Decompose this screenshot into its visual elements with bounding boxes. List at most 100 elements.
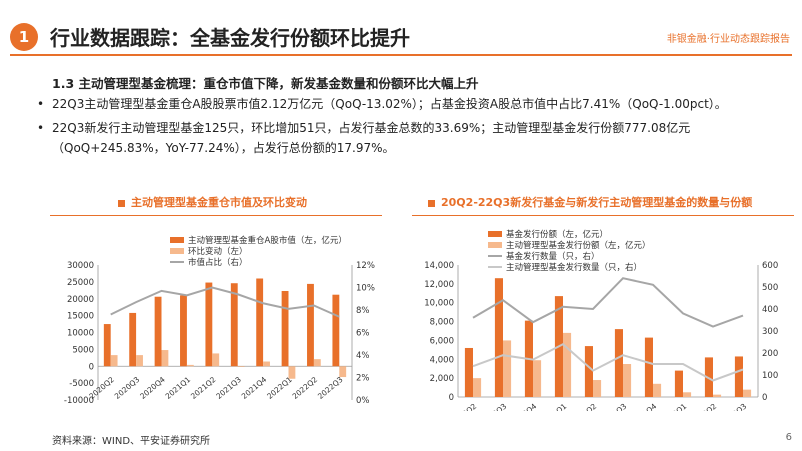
page-title: 行业数据跟踪：全基金发行份额环比提升 [50, 26, 410, 50]
y-tick-left: 4,000 [430, 355, 454, 365]
bullet-item: • 22Q3主动管理型基金重仓A股股票市值2.12万亿元（QoQ-13.02%）… [37, 94, 792, 114]
bullet-dot: • [37, 121, 45, 135]
x-tick-label: 2022Q3 [720, 401, 749, 411]
y-tick-left: -5000 [69, 379, 94, 389]
bar [212, 353, 220, 367]
bar [533, 360, 542, 397]
legend-label: 主动管理型基金发行份额（左，亿元） [506, 240, 651, 251]
bar [313, 359, 321, 367]
bar [256, 278, 264, 367]
bar [593, 380, 602, 397]
y-tick-left: 8,000 [430, 318, 454, 328]
y-tick-left: 10,000 [424, 299, 454, 309]
bar [464, 347, 473, 397]
square-bullet-icon [428, 199, 435, 207]
legend-label: 环比变动（左） [188, 246, 248, 257]
x-tick-label: 2020Q4 [510, 401, 539, 411]
bar [623, 364, 632, 397]
x-tick-label: 2021Q3 [600, 401, 629, 411]
legend-swatch [488, 231, 502, 237]
chart-title-underline [50, 215, 382, 216]
chart-title-underline [412, 215, 794, 216]
y-tick-right: 500 [762, 283, 778, 293]
legend-label: 基金发行份额（左，亿元） [506, 229, 608, 240]
legend-label: 基金发行数量（只，右） [506, 251, 600, 262]
x-tick-label: 2020Q3 [113, 375, 142, 401]
bar [473, 378, 482, 397]
x-tick-label: 2022Q2 [690, 401, 719, 411]
bar [129, 312, 137, 367]
bar [332, 294, 340, 367]
x-tick-label: 2021Q3 [214, 375, 243, 401]
x-tick-label: 2022Q3 [316, 375, 345, 401]
y-tick-right: 2% [356, 374, 370, 384]
bar [136, 355, 143, 367]
y-tick-left: -10000 [64, 396, 94, 406]
bar [186, 364, 194, 367]
x-tick-label: 2020Q2 [450, 401, 479, 411]
bar [307, 283, 314, 367]
legend-label: 市值占比（右） [188, 257, 248, 268]
legend-label: 主动管理型基金重仓A股市值（左，亿元） [188, 235, 347, 246]
y-tick-right: 6% [356, 329, 370, 339]
bullet-dot: • [37, 97, 45, 111]
bar [653, 383, 662, 397]
y-tick-right: 4% [356, 351, 370, 361]
x-tick-label: 2022Q1 [265, 375, 294, 401]
bar [161, 350, 169, 367]
x-tick-label: 2021Q2 [189, 375, 218, 401]
y-tick-left: 0 [449, 393, 454, 403]
x-tick-label: 2021Q1 [164, 375, 193, 401]
header-divider [10, 54, 792, 56]
bar [644, 337, 653, 397]
y-tick-right: 100 [762, 371, 778, 381]
series-line [472, 342, 744, 382]
bar [743, 389, 752, 397]
chart-title-left: 主动管理型基金重仓市值及环比变动 [118, 194, 307, 210]
y-tick-left: 10000 [67, 329, 94, 339]
bar [563, 332, 572, 397]
y-tick-left: 14,000 [424, 261, 454, 271]
bar [339, 366, 347, 378]
y-tick-left: 25000 [67, 278, 94, 288]
bar [205, 282, 213, 367]
bar [230, 283, 238, 367]
bar [237, 366, 245, 367]
bar [503, 340, 512, 397]
bullet-text: 22Q3新发行主动管理型基金125只，环比增加51只，占发行基金总数的33.69… [52, 121, 691, 155]
y-tick-left: 0 [89, 362, 94, 372]
x-tick-label: 2022Q1 [660, 401, 689, 411]
bar [110, 355, 118, 367]
bullet-text: 22Q3主动管理型基金重仓A股股票市值2.12万亿元（QoQ-13.02%）；占… [52, 97, 727, 111]
y-tick-right: 200 [762, 349, 778, 359]
y-tick-right: 10% [356, 284, 375, 294]
legend-swatch [488, 242, 502, 248]
bar [683, 392, 692, 397]
y-tick-left: 20000 [67, 295, 94, 305]
x-tick-label: 2021Q4 [630, 401, 659, 411]
y-tick-right: 12% [356, 261, 375, 271]
new-fund-issuance-chart: 基金发行份额（左，亿元）主动管理型基金发行份额（左，亿元）基金发行数量（只，右）… [424, 229, 778, 411]
square-bullet-icon [118, 199, 125, 207]
report-type-label: 非银金融·行业动态跟踪报告 [666, 34, 790, 45]
y-tick-left: 30000 [67, 261, 94, 271]
legend-swatch [170, 237, 184, 243]
bar [154, 296, 162, 367]
y-tick-right: 600 [762, 261, 778, 271]
source-note: 资料来源：WIND、平安证券研究所 [52, 436, 211, 447]
y-tick-right: 0 [762, 393, 767, 403]
bar [614, 329, 623, 397]
y-tick-left: 2,000 [430, 374, 454, 384]
x-tick-label: 2020Q3 [480, 401, 509, 411]
x-tick-label: 2021Q1 [540, 401, 569, 411]
bar [734, 356, 743, 397]
y-tick-right: 300 [762, 327, 778, 337]
y-tick-left: 15000 [67, 312, 94, 322]
x-tick-label: 2021Q2 [570, 401, 599, 411]
bar [180, 295, 187, 367]
y-tick-right: 0% [356, 396, 370, 406]
bar [103, 324, 111, 367]
page-header: 1 行业数据跟踪：全基金发行份额环比提升 非银金融·行业动态跟踪报告 [0, 0, 802, 58]
bar [494, 278, 503, 397]
y-tick-left: 5000 [72, 345, 94, 355]
